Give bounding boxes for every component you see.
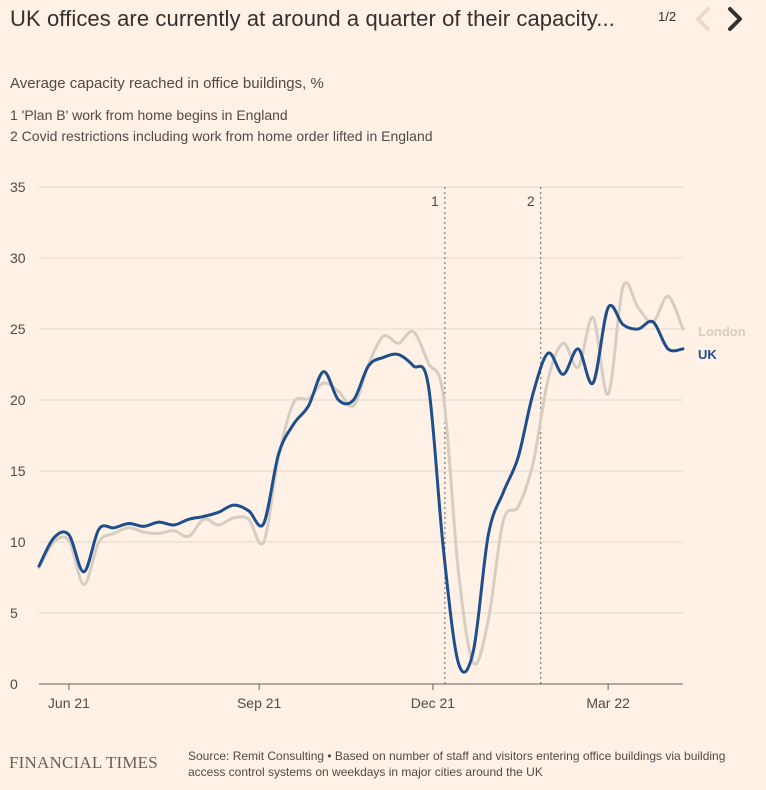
source-note: Source: Remit Consulting • Based on numb… <box>188 749 726 779</box>
london-series-label: London <box>698 324 746 339</box>
y-tick-label: 30 <box>10 250 26 266</box>
next-chart-button[interactable] <box>722 4 748 34</box>
chart-title: UK offices are currently at around a qua… <box>10 6 615 31</box>
london-series-line <box>37 281 685 666</box>
x-tick-label: Mar 22 <box>586 695 630 711</box>
ft-logo: FINANCIAL TIMES <box>9 753 158 772</box>
y-tick-label: 10 <box>10 534 26 550</box>
x-tick-label: Dec 21 <box>411 695 456 711</box>
annotation-label: 2 <box>527 193 535 209</box>
page-indicator: 1/2 <box>658 9 677 24</box>
y-tick-label: 15 <box>10 463 26 479</box>
annotation-note-2: 2 Covid restrictions including work from… <box>10 128 433 144</box>
uk-series-label: UK <box>698 347 717 362</box>
line-chart: 0 5 10 15 20 25 30 35 Jun 21 Sep 21 Dec 21 Mar 22 1 2… <box>10 179 746 711</box>
chevron-right-icon <box>728 7 742 31</box>
y-tick-label: 5 <box>10 605 18 621</box>
previous-chart-button[interactable] <box>690 4 716 34</box>
y-tick-label: 25 <box>10 321 26 337</box>
chart-subtitle: Average capacity reached in office build… <box>10 75 324 92</box>
annotation-note-1: 1 'Plan B' work from home begins in Engl… <box>10 107 288 123</box>
chevron-left-icon <box>696 7 710 31</box>
y-tick-label: 0 <box>10 676 18 692</box>
x-tick-label: Jun 21 <box>48 695 90 711</box>
uk-series-line <box>37 304 685 674</box>
y-tick-label: 35 <box>10 179 26 195</box>
y-tick-label: 20 <box>10 392 26 408</box>
annotation-label: 1 <box>431 193 439 209</box>
x-tick-label: Sep 21 <box>237 695 282 711</box>
